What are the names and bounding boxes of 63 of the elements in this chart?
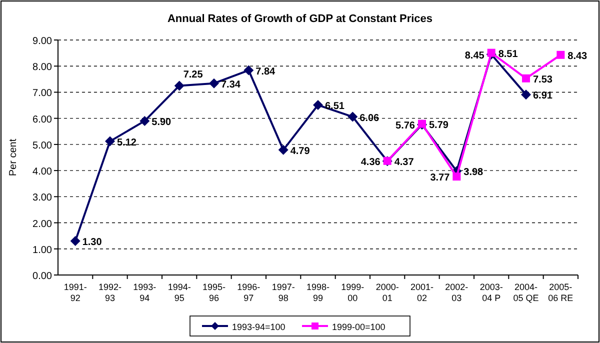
y-tick-label: 7.00 — [32, 88, 52, 100]
chart-title: Annual Rates of Growth of GDP at Constant Prices — [167, 13, 433, 25]
data-label: 6.51 — [325, 101, 345, 112]
data-label: 3.77 — [430, 172, 450, 184]
y-tick-label: 9.00 — [32, 36, 52, 47]
data-label: 5.79 — [429, 120, 449, 131]
x-tick-label: 2002-03 — [445, 282, 468, 303]
data-label: 6.91 — [533, 90, 553, 102]
point — [452, 172, 461, 181]
point — [487, 48, 496, 57]
y-tick-label: 2.00 — [32, 218, 52, 230]
x-tick-label: 1998-99 — [306, 282, 330, 303]
x-tick-label: 2004-05 QE — [513, 282, 539, 303]
point — [140, 116, 150, 126]
point — [521, 90, 531, 100]
x-tick-label: 2001-02 — [410, 282, 434, 303]
data-label: 6.06 — [360, 112, 380, 124]
point — [313, 100, 323, 110]
x-tick-label: 1993-94 — [133, 282, 156, 303]
point — [70, 236, 80, 246]
x-tick-label: 1996-97 — [237, 282, 260, 303]
y-tick-label: 6.00 — [32, 114, 52, 126]
y-tick-label: 0.00 — [32, 271, 52, 282]
y-tick-label: 5.00 — [32, 140, 52, 152]
data-label: 5.90 — [152, 116, 172, 128]
data-label: 8.51 — [498, 48, 518, 60]
x-tick-label: 1994-95 — [168, 282, 191, 303]
point — [348, 112, 358, 122]
data-label: 3.98 — [464, 167, 484, 178]
x-tick-label: 1999-00 — [341, 282, 364, 303]
data-label: 8.45 — [464, 50, 485, 62]
data-label: 4.36 — [360, 157, 381, 168]
data-label: 4.37 — [394, 156, 414, 168]
data-label: 1.30 — [82, 237, 102, 248]
y-axis-title: Per cent — [8, 138, 19, 176]
point — [522, 74, 530, 82]
legend-label: 1999-00=100 — [332, 322, 386, 332]
data-label: 7.34 — [221, 79, 241, 90]
data-label: 7.84 — [256, 66, 276, 78]
point — [105, 136, 115, 146]
x-tick-label: 1991-92 — [64, 282, 87, 303]
point — [556, 50, 565, 59]
y-tick-label: 3.00 — [32, 192, 52, 204]
data-label: 5.76 — [396, 120, 416, 132]
data-label: 4.79 — [290, 146, 310, 157]
y-tick-label: 1.00 — [32, 244, 52, 256]
data-label: 5.12 — [117, 137, 137, 148]
x-tick-label: 1995-96 — [202, 282, 226, 303]
x-tick-label: 2000-01 — [376, 282, 399, 303]
x-tick-label: 2003-04 P — [480, 282, 503, 303]
y-tick-label: 4.00 — [32, 166, 52, 178]
x-tick-label: 2005-06 RE — [548, 282, 574, 303]
data-label: 7.25 — [183, 70, 204, 81]
point — [278, 144, 288, 155]
point — [174, 80, 184, 91]
point — [244, 65, 254, 76]
point — [209, 78, 219, 88]
x-tick-label: 1997-98 — [272, 282, 295, 303]
x-tick-label: 1992-93 — [98, 282, 122, 303]
data-label: 8.43 — [568, 50, 588, 62]
legend-label: 1993-94=100 — [232, 322, 286, 332]
y-tick-label: 8.00 — [32, 62, 52, 74]
data-label: 7.53 — [533, 74, 553, 86]
